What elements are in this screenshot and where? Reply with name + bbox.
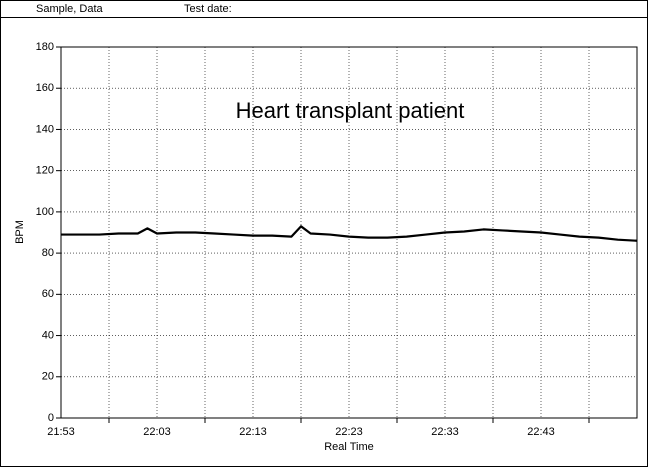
x-tick-label: 21:53 [47, 426, 75, 438]
x-tick-label: 22:13 [239, 426, 267, 438]
y-axis-label: BPM [14, 220, 26, 244]
sample-label: Sample, Data [36, 3, 104, 15]
x-tick-label: 22:33 [431, 426, 459, 438]
y-tick-label: 20 [42, 371, 54, 383]
y-tick-label: 180 [36, 41, 54, 53]
x-tick-label: 22:23 [335, 426, 363, 438]
y-tick-label: 120 [36, 165, 54, 177]
annotation: Heart transplant patient [236, 98, 465, 123]
data-line [61, 225, 638, 242]
plot-frame [60, 46, 638, 419]
test-date-label: Test date: [184, 3, 232, 15]
y-tick-label: 160 [36, 82, 54, 94]
y-tick-label: 0 [48, 412, 54, 424]
x-tick-label: 22:03 [143, 426, 171, 438]
y-tick-label: 40 [42, 329, 54, 341]
y-tick-label: 100 [36, 206, 54, 218]
y-tick-label: 80 [42, 247, 54, 259]
x-tick-label: 22:43 [527, 426, 555, 438]
y-tick-label: 140 [36, 123, 54, 135]
y-tick-label: 60 [42, 288, 54, 300]
x-axis-label: Real Time [324, 441, 374, 453]
